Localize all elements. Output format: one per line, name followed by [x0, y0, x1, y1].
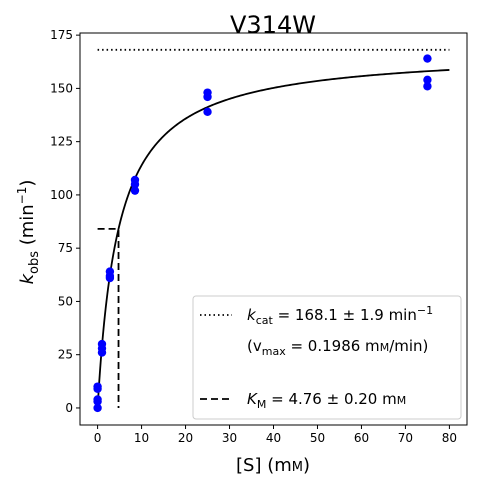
- data-point: [203, 88, 212, 97]
- data-point: [130, 186, 140, 195]
- data-point: [93, 403, 102, 413]
- x-tick-label: 60: [354, 431, 369, 445]
- data-point: [423, 75, 432, 85]
- legend-box: [192, 295, 462, 420]
- data-point: [423, 54, 432, 63]
- data-points: [93, 54, 432, 413]
- y-tick-label: 50: [58, 294, 73, 308]
- x-tick-label: 70: [398, 431, 413, 445]
- data-point: [130, 175, 140, 185]
- x-tick-label: 10: [134, 431, 149, 445]
- x-tick-label: 0: [94, 431, 102, 445]
- data-point: [105, 267, 115, 276]
- x-tick-label: 50: [310, 431, 325, 445]
- y-tick-label: 25: [58, 348, 73, 362]
- x-tick-label: 80: [442, 431, 457, 445]
- data-point: [203, 107, 212, 117]
- chart-title: V314W: [230, 11, 316, 39]
- data-point: [93, 382, 102, 391]
- y-tick-label: 150: [50, 81, 73, 95]
- y-tick-label: 175: [50, 28, 73, 42]
- y-tick-label: 125: [50, 135, 73, 149]
- legend: kcat = 168.1 ± 1.9 min−1 (vmax = 0.1986 …: [192, 295, 462, 420]
- y-axis-label: kobs (min−1): [15, 180, 42, 285]
- km-line: [97, 227, 120, 408]
- legend-kcat-label: kcat = 168.1 ± 1.9 min−1: [247, 304, 433, 327]
- data-point: [97, 339, 107, 349]
- x-tick-label: 20: [178, 431, 193, 445]
- legend-km-label: KM = 4.76 ± 0.20 mM: [247, 390, 406, 411]
- x-tick-label: 30: [222, 431, 237, 445]
- plot-frame: [79, 32, 468, 426]
- y-ticks: 0 25 50 75 100 125 150 175: [50, 28, 80, 415]
- y-tick-label: 100: [50, 188, 73, 202]
- data-point: [423, 82, 432, 91]
- y-tick-label: 0: [65, 401, 73, 415]
- y-tick-label: 75: [58, 241, 73, 255]
- x-axis-label: [S] (mM): [236, 455, 310, 476]
- x-tick-label: 40: [266, 431, 281, 445]
- data-point: [93, 395, 102, 404]
- x-ticks: 0 10 20 30 40 50 60 70 80: [94, 425, 457, 445]
- fit-curve: [96, 69, 450, 408]
- legend-vmax-label: (vmax = 0.1986 mM/min): [247, 337, 428, 358]
